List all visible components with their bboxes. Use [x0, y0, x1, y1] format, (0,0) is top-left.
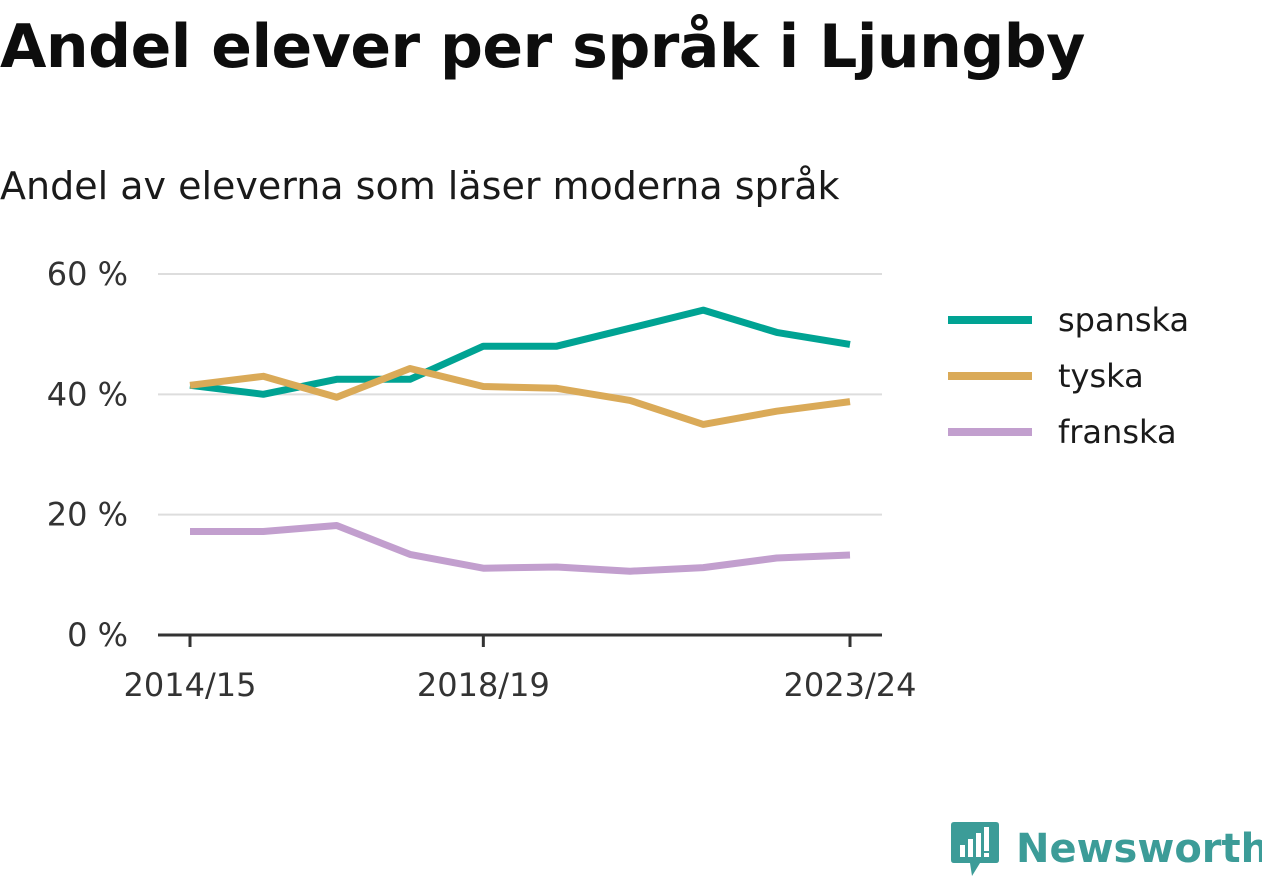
legend-label-spanska: spanska	[1058, 301, 1189, 339]
newsworthy-logo: Newsworthy	[950, 818, 1262, 880]
series-line-tyska	[189, 365, 851, 428]
x-tick-label: 2018/19	[417, 666, 550, 704]
bar-chart-speech-bubble-icon	[951, 822, 999, 876]
legend: spanska tyska franska	[948, 301, 1189, 451]
y-tick-label: 60 %	[47, 255, 128, 293]
y-tick-label: 0 %	[67, 616, 128, 654]
legend-label-franska: franska	[1058, 413, 1177, 451]
x-tick-label: 2023/24	[784, 666, 917, 704]
series-lines	[189, 306, 851, 575]
chart-title: Andel elever per språk i Ljungby	[0, 12, 1085, 82]
legend-label-tyska: tyska	[1058, 357, 1144, 395]
x-tick-label: 2014/15	[124, 666, 257, 704]
x-axis: 2014/15 2018/19 2023/24	[124, 633, 917, 704]
logo-text: Newsworthy	[1016, 826, 1262, 872]
chart-subtitle: Andel av eleverna som läser moderna språ…	[0, 164, 840, 208]
y-tick-label: 20 %	[47, 496, 128, 534]
y-tick-label: 40 %	[47, 375, 128, 413]
series-line-franska	[190, 522, 851, 575]
y-axis-labels: 0 % 20 % 40 % 60 %	[47, 255, 128, 654]
